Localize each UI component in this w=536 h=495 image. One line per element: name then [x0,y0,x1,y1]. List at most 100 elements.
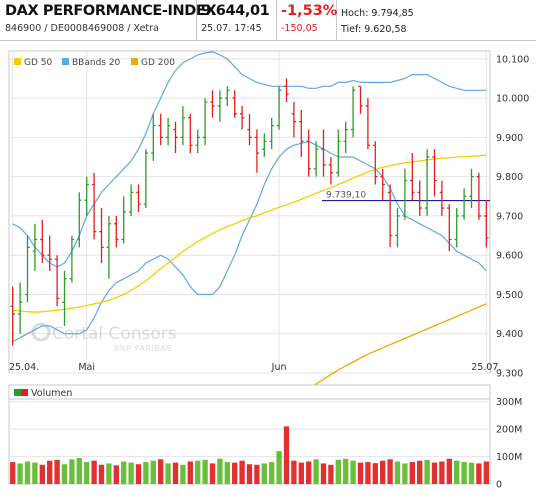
volume-bar [91,460,97,484]
price-tick-label: 9.600 [496,251,523,262]
volume-bar [113,465,119,484]
volume-bar [128,462,134,484]
legend-bbands-label: BBands 20 [72,58,121,68]
candle [232,90,237,118]
candle [69,235,75,283]
price-tick-label: 10.000 [496,94,529,105]
volume-bars [10,426,489,484]
gd50-line [12,154,487,313]
volume-bar [47,460,53,484]
price-tick-label: 9.400 [496,329,523,340]
candle [247,113,252,146]
instrument-id: 846900 / DE0008469008 / Xetra [5,23,159,34]
volume-bar [150,460,156,484]
volume-bar [172,462,179,484]
volume-bar [98,464,105,484]
volume-bar [143,462,149,484]
volume-bar [439,461,445,484]
volume-bar [343,458,349,484]
candle [84,176,89,216]
candle [254,129,260,173]
legend-gd50-label: GD 50 [24,58,52,68]
candle [461,188,467,220]
price-volume-chart: GD 50 BBands 20 GD 200 Cortal Consors BN… [8,50,529,491]
candle [77,192,82,248]
volume-bar [180,464,186,484]
volume-bar [224,462,230,484]
volume-bar [468,462,475,484]
candle [343,121,348,154]
volume-tick-label: 100M [496,452,522,463]
volume-bar [32,462,38,484]
bband-lower-line [12,140,487,343]
volume-bar [372,463,378,484]
volume-bar [335,459,341,484]
watermark-ring-icon [31,322,51,342]
volume-bar [306,461,312,484]
volume-bar [483,461,489,484]
candle [469,168,474,209]
candle [284,78,289,103]
candle [40,219,45,264]
watermark-text: Cortal Consors [52,324,177,344]
candle [262,133,267,158]
candle [395,208,400,248]
volume-bar [320,463,327,484]
volume-bar [476,463,482,484]
volume-bar [209,463,216,484]
candle [25,235,30,303]
reference-line-label: 9.739,10 [326,191,366,201]
volume-axis: 0 100M 200M 300M [496,397,522,490]
volume-bar [187,461,193,484]
volume-bar [454,460,460,484]
candle [99,208,104,264]
candle [358,85,363,114]
candle [114,215,119,248]
date-tick-label: 25.07. [471,362,501,373]
day-low: Tief: 9.620,58 [341,24,407,35]
candle [299,109,304,158]
volume-bar [121,461,127,484]
candle [143,149,149,209]
volume-bar [202,459,208,484]
candle [476,172,482,220]
volume-bar [461,462,467,484]
candle [291,102,297,138]
volume-bar [328,464,334,484]
volume-bar [254,464,260,484]
volume-bar [17,463,23,484]
candles [10,78,489,346]
watermark-logo: Cortal Consors BNP PARIBAS [31,322,177,353]
price-tick-label: 10.100 [496,54,529,65]
volume-title: Volumen [31,388,72,399]
volume-bar [232,462,238,484]
candle [91,172,97,240]
candle [417,180,422,216]
volume-bar [350,460,356,484]
candle [54,255,60,307]
volume-bar [61,464,68,484]
legend-bbands-swatch [62,58,69,65]
candle [225,86,230,106]
volume-bar [417,460,423,484]
candle [188,113,193,154]
candle [454,208,459,248]
candle [210,90,215,118]
volume-bar [313,459,319,484]
candle [202,98,208,146]
volume-tick-label: 0 [496,480,502,491]
volume-bar [283,426,290,484]
candle [365,98,371,150]
candle [10,286,15,346]
price-tick-label: 9.300 [496,369,523,380]
candle [350,86,356,138]
candle [402,168,408,220]
candle [306,129,311,177]
date-axis: 25.04. Mai Jun 25.07. [9,362,501,373]
candle [313,141,319,177]
candle [17,282,23,334]
volume-bar [431,462,438,484]
candle [158,113,163,146]
volume-bar [291,460,297,484]
change-cell: -1,53% -150,05 [277,0,337,40]
